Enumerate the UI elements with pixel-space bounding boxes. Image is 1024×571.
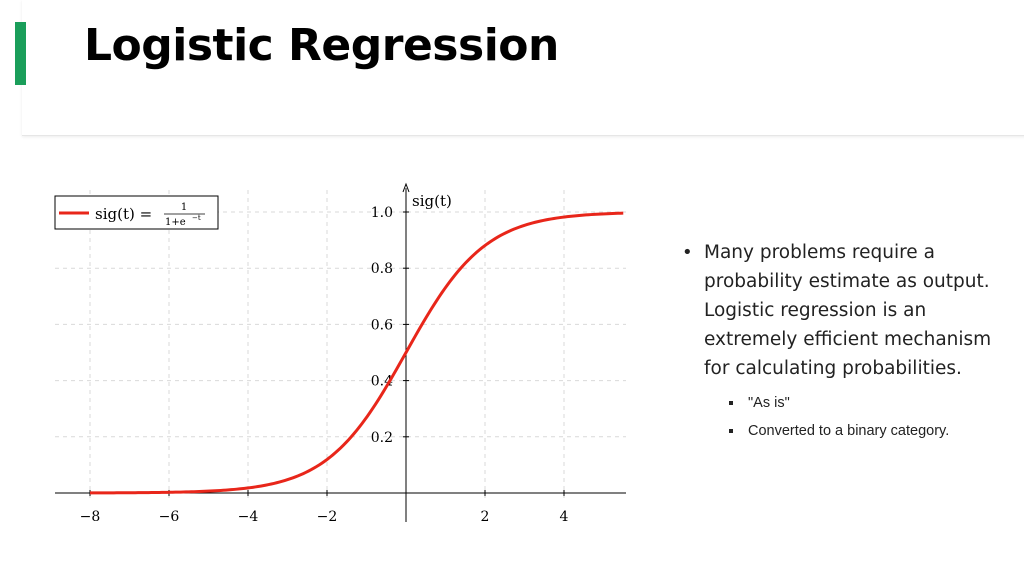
x-tick-label: 4 xyxy=(560,509,569,525)
bullet-text: Many problems require a probability esti… xyxy=(704,242,992,379)
sigmoid-curve xyxy=(89,211,624,495)
chart-axes xyxy=(55,182,626,522)
chart-ticks: −8 −6 −4 −2 2 40.20.40.60.81.0 xyxy=(80,205,569,525)
y-tick-label: 1.0 xyxy=(371,205,393,221)
x-tick-label: 2 xyxy=(481,509,490,525)
sub-bullet-list: "As is" Converted to a binary category. xyxy=(704,389,1018,445)
sub-bullet-text: "As is" xyxy=(748,395,790,411)
sub-bullet-item: "As is" xyxy=(704,389,1018,417)
y-tick-label: 0.6 xyxy=(371,317,393,333)
square-bullet-icon xyxy=(729,401,733,405)
square-bullet-icon xyxy=(729,429,733,433)
sub-bullet-text: Converted to a binary category. xyxy=(748,423,950,439)
bullet-list: • Many problems require a probability es… xyxy=(678,238,1018,445)
title-accent-bar xyxy=(15,22,26,85)
y-axis-arrow-icon xyxy=(402,182,410,193)
x-tick-label: −6 xyxy=(159,509,180,525)
x-tick-label: −2 xyxy=(317,509,338,525)
x-tick-label: −4 xyxy=(238,509,259,525)
legend-fraction-exponent: −t xyxy=(192,214,201,222)
title-header xyxy=(22,0,1024,136)
x-tick-label: −8 xyxy=(80,509,101,525)
legend-label: sig(t) = xyxy=(95,205,152,223)
chart-grid xyxy=(55,190,626,500)
sub-bullet-item: Converted to a binary category. xyxy=(704,417,1018,445)
chart-legend: sig(t) = 1 1+e −t xyxy=(54,195,219,230)
chart-series xyxy=(89,211,624,495)
legend-fraction-numerator: 1 xyxy=(181,202,187,213)
y-tick-label: 0.8 xyxy=(371,261,393,277)
bullet-item: • Many problems require a probability es… xyxy=(678,238,1018,445)
legend-fraction-denominator: 1+e xyxy=(165,217,186,228)
y-axis-label: sig(t) xyxy=(412,192,452,210)
bullet-dot: • xyxy=(682,242,693,263)
y-tick-label: 0.2 xyxy=(371,430,393,446)
page-title: Logistic Regression xyxy=(84,20,559,71)
